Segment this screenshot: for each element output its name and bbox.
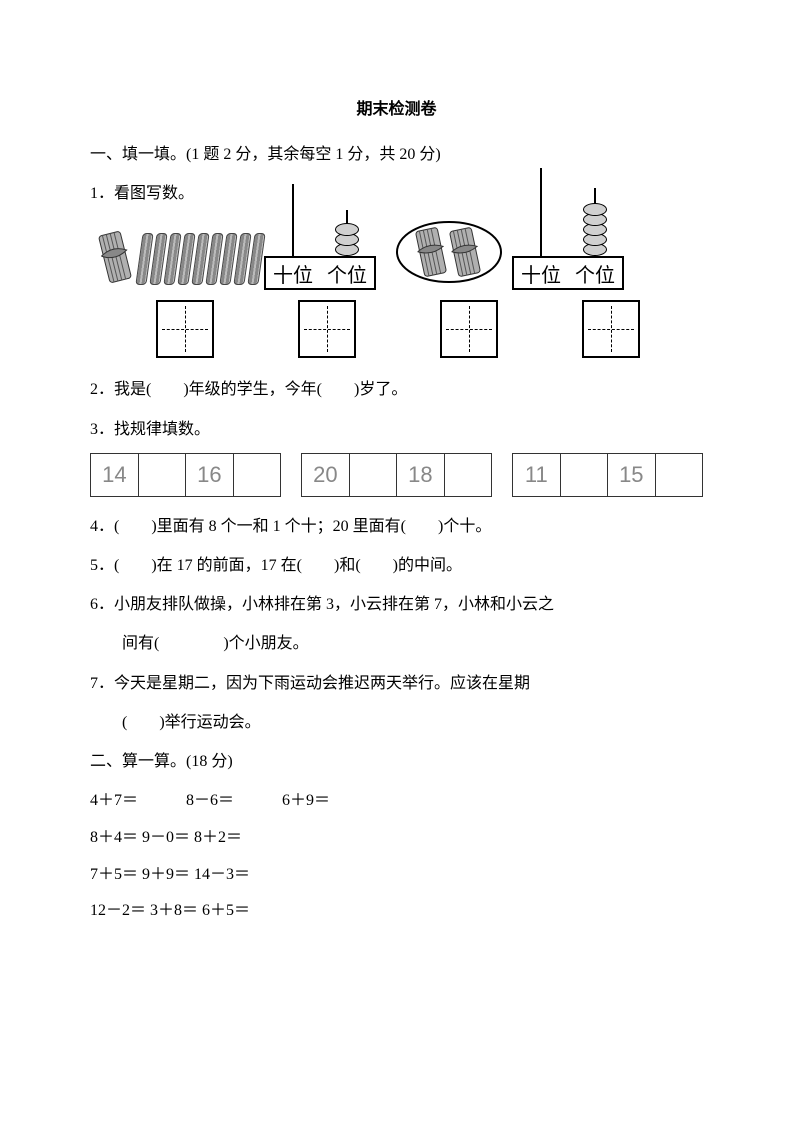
- answer-box[interactable]: [582, 300, 640, 358]
- seq-cell[interactable]: [560, 453, 607, 496]
- abacus-tens-col: 十位: [266, 259, 320, 288]
- abacus-ones-label: 个位: [327, 265, 367, 287]
- q3-text: 3．找规律填数。: [90, 412, 703, 447]
- seq-table-2: 20 18: [301, 453, 492, 497]
- q6-text-a: 6．小朋友排队做操，小林排在第 3，小云排在第 7，小林和小云之: [90, 587, 703, 622]
- seq-cell[interactable]: 15: [607, 453, 655, 496]
- calc-row-3: 7＋5＝ 9＋9＝ 14－3＝: [90, 857, 703, 894]
- abacus-tens-label: 十位: [273, 265, 313, 287]
- answer-boxes-row: [156, 300, 703, 358]
- abacus-2: 十位 个位: [512, 256, 624, 290]
- sequence-row: 14 16 20 18 11 15: [90, 453, 703, 497]
- seq-cell[interactable]: 16: [185, 453, 233, 496]
- bundle-icon: [98, 229, 132, 290]
- answer-box[interactable]: [298, 300, 356, 358]
- seq-cell[interactable]: [655, 453, 702, 496]
- answer-box[interactable]: [440, 300, 498, 358]
- q7-text-b: ( )举行运动会。: [90, 705, 703, 740]
- abacus-ones-col: 个位: [568, 259, 622, 288]
- calc-row-2: 8＋4＝ 9－0＝ 8＋2＝: [90, 820, 703, 857]
- q7-text-a: 7．今天是星期二，因为下雨运动会推迟两天举行。应该在星期: [90, 666, 703, 701]
- calc-row-4: 12－2＝ 3＋8＝ 6＋5＝: [90, 893, 703, 930]
- abacus-ones-label: 个位: [575, 265, 615, 287]
- sticks-group: [140, 233, 262, 290]
- seq-cell[interactable]: [444, 453, 491, 496]
- seq-table-1: 14 16: [90, 453, 281, 497]
- seq-cell[interactable]: 14: [91, 453, 139, 496]
- abacus-ones-col: 个位: [320, 259, 374, 288]
- abacus-tens-label: 十位: [521, 265, 561, 287]
- calc-row-1: 4＋7＝ 8－6＝ 6＋9＝: [90, 783, 703, 820]
- seq-cell[interactable]: [138, 453, 185, 496]
- abacus-1: 十位 个位: [264, 256, 376, 290]
- seq-table-3: 11 15: [512, 453, 703, 497]
- q5-text: 5．( )在 17 的前面，17 在( )和( )的中间。: [90, 548, 703, 583]
- section1-heading: 一、填一填。(1 题 2 分，其余每空 1 分，共 20 分): [90, 137, 703, 172]
- seq-cell[interactable]: [349, 453, 396, 496]
- answer-box[interactable]: [156, 300, 214, 358]
- q1-text: 1．看图写数。: [90, 176, 703, 211]
- bundles-ellipse: [394, 219, 504, 290]
- q6-text-b: 间有( )个小朋友。: [90, 626, 703, 661]
- abacus-tens-col: 十位: [514, 259, 568, 288]
- seq-cell[interactable]: 20: [302, 453, 350, 496]
- q4-text: 4．( )里面有 8 个一和 1 个十；20 里面有( )个十。: [90, 509, 703, 544]
- section2-heading: 二、算一算。(18 分): [90, 744, 703, 779]
- seq-cell[interactable]: 18: [396, 453, 444, 496]
- page: 期末检测卷 一、填一填。(1 题 2 分，其余每空 1 分，共 20 分) 1．…: [0, 0, 793, 1122]
- q1-figure-row: 十位 个位: [98, 219, 703, 290]
- page-title: 期末检测卷: [90, 95, 703, 119]
- seq-cell[interactable]: 11: [513, 453, 561, 496]
- q2-text: 2．我是( )年级的学生，今年( )岁了。: [90, 372, 703, 407]
- seq-cell[interactable]: [233, 453, 280, 496]
